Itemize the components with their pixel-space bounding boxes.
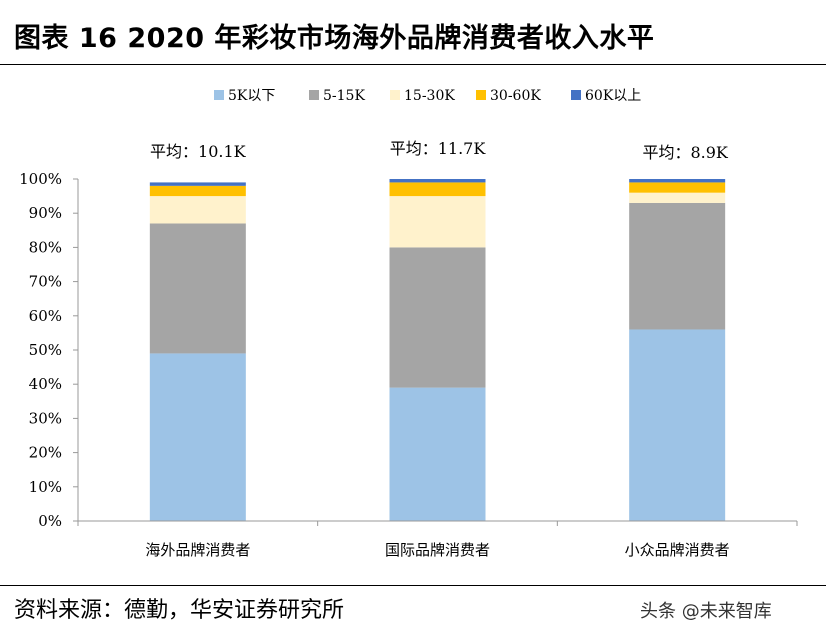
bar-segment (149, 353, 246, 521)
y-tick-label: 100% (19, 170, 62, 188)
source-rule (0, 585, 826, 586)
bar-segment (629, 182, 726, 193)
bar-segment (149, 196, 246, 224)
average-label: 平均：10.1K (150, 142, 247, 161)
y-tick-label: 80% (29, 238, 62, 256)
bars (149, 179, 726, 521)
bar-segment (629, 202, 726, 330)
y-tick-label: 70% (29, 273, 62, 291)
legend-label: 30-60K (490, 88, 541, 104)
legend-swatch (571, 90, 581, 100)
watermark: 头条 @未来智库 (640, 601, 772, 622)
bar-segment (149, 182, 246, 186)
source-note: 资料来源：德勤，华安证券研究所 (14, 598, 345, 623)
x-axis: 海外品牌消费者 国际品牌消费者 小众品牌消费者 (77, 520, 798, 559)
bar-segment (149, 223, 246, 354)
average-labels: 平均：10.1K 平均：11.7K 平均：8.9K (150, 139, 729, 162)
y-tick-label: 50% (29, 341, 62, 359)
bar-segment (389, 182, 486, 197)
y-tick-label: 90% (29, 204, 62, 222)
title-rule (0, 64, 826, 65)
average-label: 平均：11.7K (390, 139, 487, 158)
bar-segment (389, 179, 486, 183)
bar-segment (629, 179, 726, 183)
y-tick-label: 0% (38, 512, 62, 530)
legend-label: 60K以上 (585, 88, 641, 104)
y-tick-label: 40% (29, 375, 62, 393)
bar-segment (149, 185, 246, 197)
stacked-bar-chart: 5K以下 5-15K 15-30K 30-60K 60K以上 平均：10.1K 平均：11… (19, 88, 798, 559)
legend-label: 5K以下 (228, 88, 275, 104)
bar-segment (389, 387, 486, 521)
legend-swatch (476, 90, 486, 100)
y-tick-label: 60% (29, 307, 62, 325)
bar-segment (389, 196, 486, 248)
chart-title: 图表 16 2020 年彩妆市场海外品牌消费者收入水平 (14, 23, 655, 54)
legend-swatch (214, 90, 224, 100)
legend-swatch (309, 90, 319, 100)
y-axis: 0% 10% 20% 30% 40% 50% 60% 70% 80% 90% 100% (19, 170, 79, 530)
bar-segment (629, 192, 726, 203)
bar-segment (629, 329, 726, 521)
x-category-label: 海外品牌消费者 (145, 541, 250, 559)
bar-segment (389, 247, 486, 388)
x-category-label: 小众品牌消费者 (625, 541, 730, 559)
legend-label: 15-30K (404, 88, 455, 104)
legend-swatch (390, 90, 400, 100)
y-tick-label: 30% (29, 409, 62, 427)
y-tick-label: 10% (29, 478, 62, 496)
y-tick-label: 20% (29, 444, 62, 462)
average-label: 平均：8.9K (642, 143, 728, 162)
legend-label: 5-15K (323, 88, 365, 104)
legend: 5K以下 5-15K 15-30K 30-60K 60K以上 (214, 88, 641, 104)
x-category-label: 国际品牌消费者 (385, 541, 490, 559)
